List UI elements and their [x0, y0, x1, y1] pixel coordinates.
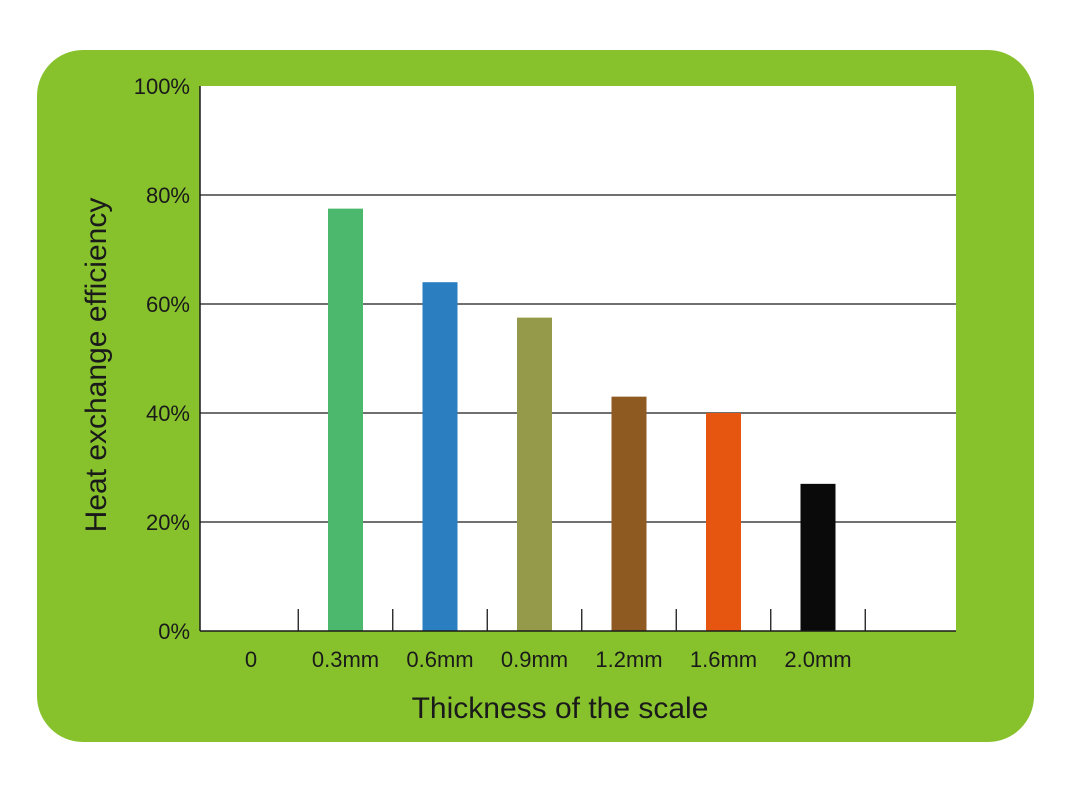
bar	[800, 483, 836, 631]
axes	[199, 86, 956, 632]
bar	[422, 282, 458, 631]
bar	[706, 413, 741, 631]
bars	[328, 208, 836, 631]
y-tick-label: 60%	[146, 292, 190, 317]
x-tick-label: 1.6mm	[690, 647, 757, 672]
plot-area	[200, 86, 956, 631]
x-tick-label: 0.6mm	[406, 647, 473, 672]
bar	[517, 317, 552, 631]
x-tick-labels: 0 0.3mm 0.6mm 0.9mm 1.2mm 1.6mm 2.0mm	[245, 647, 852, 672]
y-tick-label: 0%	[158, 619, 190, 644]
x-tick-label: 0	[245, 647, 257, 672]
x-tick-label: 0.3mm	[312, 647, 379, 672]
x-tick-label: 1.2mm	[595, 647, 662, 672]
y-axis-title: Heat exchange efficiency	[80, 198, 113, 533]
y-tick-labels: 0% 20% 40% 60% 80% 100%	[134, 74, 190, 644]
y-tick-label: 100%	[134, 74, 190, 99]
y-tick-label: 40%	[146, 401, 190, 426]
bar	[328, 208, 363, 631]
y-tick-label: 80%	[146, 183, 190, 208]
bar	[611, 396, 647, 631]
x-axis-title: Thickness of the scale	[412, 692, 709, 725]
x-tick-label: 0.9mm	[501, 647, 568, 672]
x-tick-label: 2.0mm	[784, 647, 851, 672]
y-tick-label: 20%	[146, 510, 190, 535]
